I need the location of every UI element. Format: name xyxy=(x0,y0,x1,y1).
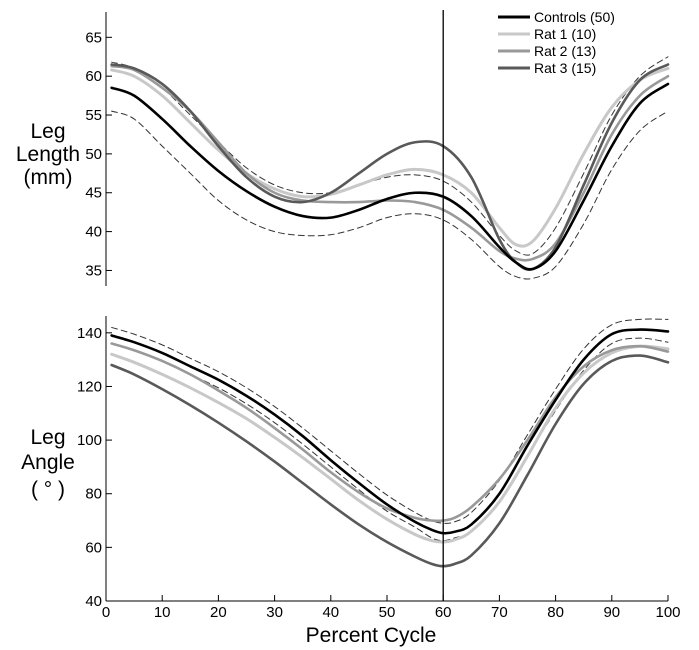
x-tick-label: 80 xyxy=(547,604,564,621)
length-y-tick-label: 55 xyxy=(85,107,102,124)
angle-y-tick-label: 80 xyxy=(85,486,102,503)
length-y-axis-label: Length xyxy=(16,143,80,166)
x-tick-label: 100 xyxy=(655,604,680,621)
length-dashed-bound-line xyxy=(111,110,669,280)
length-y-tick-label: 45 xyxy=(85,185,102,202)
legend-label: Rat 2 (13) xyxy=(534,43,596,59)
angle-y-axis-label: Angle xyxy=(21,451,75,474)
x-tick-label: 50 xyxy=(379,604,396,621)
x-tick-label: 90 xyxy=(603,604,620,621)
angle-y-tick-label: 140 xyxy=(77,325,102,342)
angle-y-tick-label: 40 xyxy=(85,593,102,610)
length-y-axis-label: Leg xyxy=(30,120,65,143)
angle-y-tick-label: 120 xyxy=(77,378,102,395)
length-dashed-bound-line xyxy=(111,56,669,256)
x-tick-label: 70 xyxy=(491,604,508,621)
length-y-tick-label: 35 xyxy=(85,262,102,279)
length-y-tick-label: 40 xyxy=(85,224,102,241)
angle-y-axis-label: ( ° ) xyxy=(31,478,65,501)
length-rat-1-series-line xyxy=(110,66,670,248)
length-y-tick-label: 60 xyxy=(85,68,102,85)
length-y-tick-label: 65 xyxy=(85,29,102,46)
angle-dashed-bound-line xyxy=(111,318,669,524)
angle-rat-3-series-line xyxy=(110,354,670,568)
legend-label: Rat 3 (15) xyxy=(534,60,596,76)
length-rat-2-series-line xyxy=(110,64,670,262)
legend-label: Rat 1 (10) xyxy=(534,26,596,42)
x-tick-label: 10 xyxy=(154,604,171,621)
angle-controls-series-line xyxy=(110,328,670,535)
x-tick-label: 60 xyxy=(435,604,452,621)
angle-y-tick-label: 100 xyxy=(77,432,102,449)
angle-rat-2-series-line xyxy=(110,342,670,523)
x-tick-label: 40 xyxy=(322,604,339,621)
x-tick-label: 20 xyxy=(210,604,227,621)
angle-rat-1-series-line xyxy=(110,344,670,544)
x-tick-label: 30 xyxy=(266,604,283,621)
x-axis-label: Percent Cycle xyxy=(306,624,437,647)
length-controls-series-line xyxy=(110,82,670,271)
x-tick-label: 0 xyxy=(102,604,110,621)
angle-y-tick-label: 60 xyxy=(85,539,102,556)
length-y-tick-label: 50 xyxy=(85,146,102,163)
length-rat-3-series-line xyxy=(110,63,670,272)
legend: Controls (50)Rat 1 (10)Rat 2 (13)Rat 3 (… xyxy=(498,9,615,76)
legend-label: Controls (50) xyxy=(534,9,615,25)
angle-y-axis-label: Leg xyxy=(30,426,65,449)
length-y-axis-label: (mm) xyxy=(24,166,73,189)
